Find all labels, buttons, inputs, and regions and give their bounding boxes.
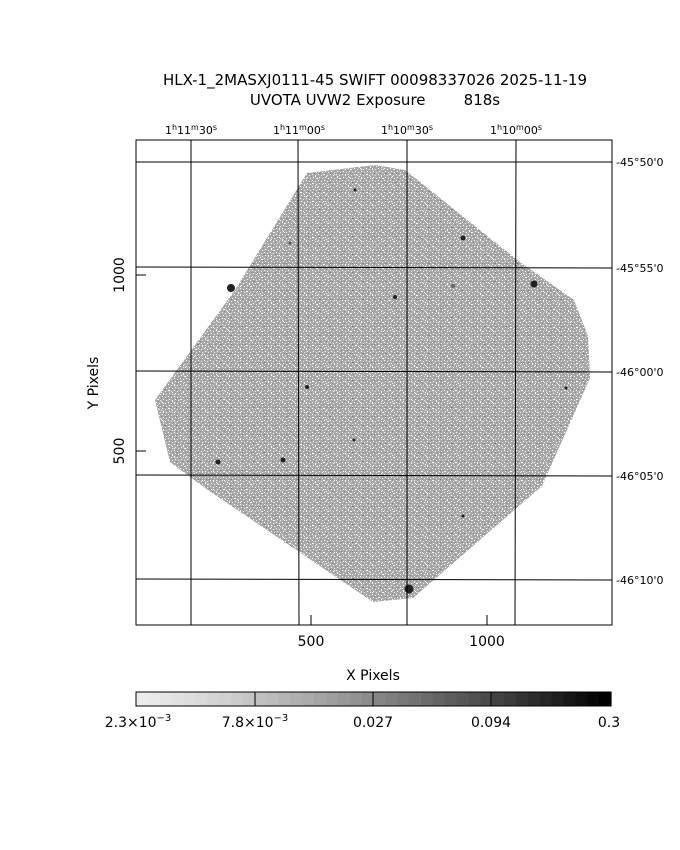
x-tick-label: 500 — [298, 634, 325, 650]
colorbar-segment — [231, 692, 244, 706]
x-tick-label: 1000 — [469, 634, 505, 650]
colorbar-segment — [373, 692, 386, 706]
y-tick-label: 500 — [112, 438, 128, 465]
colorbar-segment — [397, 692, 410, 706]
colorbar-segment — [551, 692, 565, 706]
colorbar-segment — [421, 692, 434, 706]
colorbar-segment — [266, 692, 280, 706]
colorbar-segment — [183, 692, 196, 706]
dec-tick-label: -46°05'0 — [616, 470, 664, 483]
colorbar-segment — [136, 692, 149, 706]
ra-tick-labels: 1h11m30s 1h11m00s 1h10m30s 1h10m00s — [165, 123, 542, 137]
colorbar-segment — [349, 692, 363, 706]
colorbar-segment — [539, 692, 553, 706]
colorbar-segment — [468, 692, 481, 706]
colorbar-segment — [480, 692, 493, 706]
point-sources — [215, 188, 568, 594]
colorbar-segment — [444, 692, 458, 706]
colorbar-segment — [302, 692, 315, 706]
colorbar-segment — [242, 692, 256, 706]
colorbar-segment — [219, 692, 232, 706]
colorbar-labels: 2.3×10−3 7.8×10−3 0.027 0.094 0.3 — [105, 713, 620, 731]
colorbar-segment — [361, 692, 375, 706]
colorbar-segment — [563, 692, 576, 706]
colorbar-label: 7.8×10−3 — [222, 713, 289, 731]
colorbar-label: 2.3×10−3 — [105, 713, 172, 731]
ra-tick-label: 1h10m30s — [381, 123, 433, 137]
colorbar-segment — [147, 692, 161, 706]
dec-tick-label: -46°10'0 — [616, 574, 664, 587]
plot-frame — [135, 139, 613, 626]
colorbar-segment — [326, 692, 339, 706]
ra-tick-label: 1h11m00s — [273, 123, 325, 137]
colorbar-segment — [159, 692, 173, 706]
colorbar-segment — [278, 692, 291, 706]
colorbar-label: 0.3 — [598, 715, 620, 731]
colorbar-segment — [254, 692, 268, 706]
y-tick-label: 1000 — [112, 257, 128, 293]
colorbar-segment — [575, 692, 588, 706]
colorbar-segment — [456, 692, 470, 706]
colorbar-segment — [337, 692, 351, 706]
dec-tick-labels: -45°50'0 -45°55'0 -46°00'0 -46°05'0 -46°10'0 — [616, 156, 664, 587]
colorbar-segment — [599, 692, 612, 706]
colorbar-segment — [290, 692, 303, 706]
dec-tick-label: -45°50'0 — [616, 156, 664, 169]
dec-tick-label: -46°00'0 — [616, 366, 664, 379]
colorbar-segment — [207, 692, 220, 706]
colorbar-label: 0.094 — [471, 715, 511, 731]
ra-tick-label: 1h10m00s — [490, 123, 542, 137]
x-axis-label: X Pixels — [346, 668, 400, 684]
colorbar-segment — [171, 692, 185, 706]
colorbar-segment — [432, 692, 446, 706]
colorbar-segment — [516, 692, 529, 706]
plot-title-line2: UVOTA UVW2 Exposure 818s — [249, 91, 501, 109]
colorbar-segment — [195, 692, 208, 706]
colorbar-segment — [409, 692, 422, 706]
y-axis-label: Y Pixels — [86, 357, 102, 411]
colorbar-segment — [527, 692, 541, 706]
ra-tick-label: 1h11m30s — [165, 123, 217, 137]
colorbar-segment — [492, 692, 505, 706]
colorbar — [135, 691, 612, 707]
plot-title-line1: HLX-1_2MASXJ0111-45 SWIFT 00098337026 20… — [162, 71, 588, 89]
colorbar-segment — [587, 692, 600, 706]
colorbar-segment — [314, 692, 327, 706]
coordinate-grid — [136, 140, 612, 625]
colorbar-label: 0.027 — [353, 715, 393, 731]
dec-tick-label: -45°55'0 — [616, 262, 664, 275]
colorbar-segment — [504, 692, 517, 706]
colorbar-segment — [385, 692, 398, 706]
